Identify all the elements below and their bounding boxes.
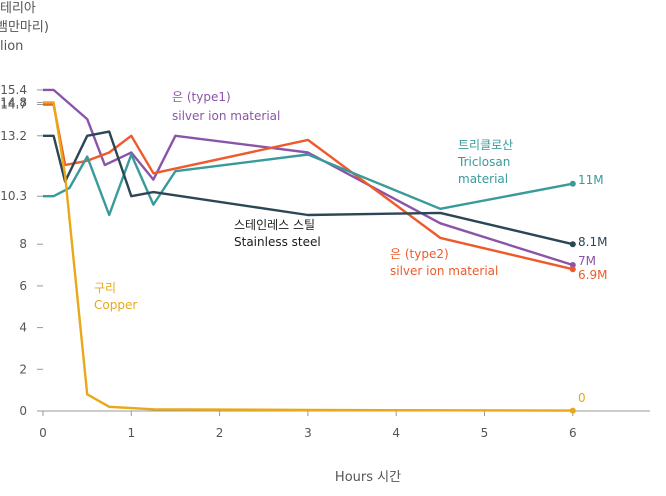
series-end-point-silver-type1 (569, 262, 576, 269)
series-end-point-copper (569, 407, 576, 414)
x-tick-label: 0 (39, 426, 47, 440)
y-tick-label: 4 (19, 321, 27, 335)
series-end-label-copper: 0 (578, 391, 586, 405)
series-end-point-triclosan (569, 180, 576, 187)
y-tick-label: 13.2 (0, 129, 27, 143)
series-end-label-silver-type1: 7M (578, 254, 596, 268)
x-tick-label: 4 (392, 426, 400, 440)
series-name-triclosan: material (458, 172, 508, 186)
y-axis-title: 테리아 뱀만마리) lion (0, 1, 49, 54)
series-end-label-stainless-steel: 8.1M (578, 235, 607, 249)
series-name-silver-type2: silver ion material (390, 264, 498, 278)
y-tick-label: 8 (19, 237, 27, 251)
x-ticks: 0 1 2 3 4 5 6 (39, 411, 577, 440)
y-axis-title-line-1: 테리아 (0, 1, 36, 16)
y-tick-label: 6 (19, 279, 27, 293)
series-end-label-triclosan: 11M (578, 173, 604, 187)
series-line-copper (43, 101, 573, 412)
series-name-triclosan: Triclosan (457, 155, 510, 169)
y-axis-title-line-3: lion (0, 39, 23, 54)
series-name-triclosan: 트리클로산 (458, 138, 513, 152)
y-tick-label: 2 (19, 362, 27, 376)
series-labels: 7M 은 (type1) silver ion material 6.9M 은 (typ… (94, 90, 607, 405)
y-tick-label: 10.3 (0, 189, 27, 203)
series-end-point-silver-type2 (569, 266, 576, 273)
y-tick-label: 14.7 (0, 98, 27, 112)
series-end-label-silver-type2: 6.9M (578, 268, 607, 282)
series-line-triclosan (43, 153, 574, 217)
x-tick-label: 5 (481, 426, 489, 440)
y-ticks: 0 2 4 6 8 10.3 13.2 14.714.815.4 (0, 83, 43, 418)
series-name-silver-type1: 은 (type1) (172, 90, 231, 104)
x-tick-label: 1 (127, 426, 135, 440)
y-axis-title-line-2: 뱀만마리) (0, 20, 49, 35)
series-end-point-stainless-steel (569, 241, 576, 248)
x-axis-title: Hours 시간 (335, 470, 401, 485)
series-name-stainless-steel: 스테인레스 스틸 (234, 218, 315, 232)
y-tick-label: 15.4 (0, 83, 27, 97)
y-tick-label: 0 (19, 404, 27, 418)
x-tick-label: 3 (304, 426, 312, 440)
y-tick-label: 14.8 (0, 95, 27, 109)
series-name-copper: 구리 (94, 281, 116, 295)
series-line-stainless-steel (43, 130, 574, 246)
x-tick-label: 2 (216, 426, 224, 440)
series-name-stainless-steel: Stainless steel (234, 235, 321, 249)
series-name-copper: Copper (94, 298, 137, 312)
series-group (43, 88, 576, 414)
series-name-silver-type2: 은 (type2) (390, 247, 449, 261)
series-name-silver-type1: silver ion material (172, 109, 280, 123)
x-tick-label: 6 (569, 426, 577, 440)
